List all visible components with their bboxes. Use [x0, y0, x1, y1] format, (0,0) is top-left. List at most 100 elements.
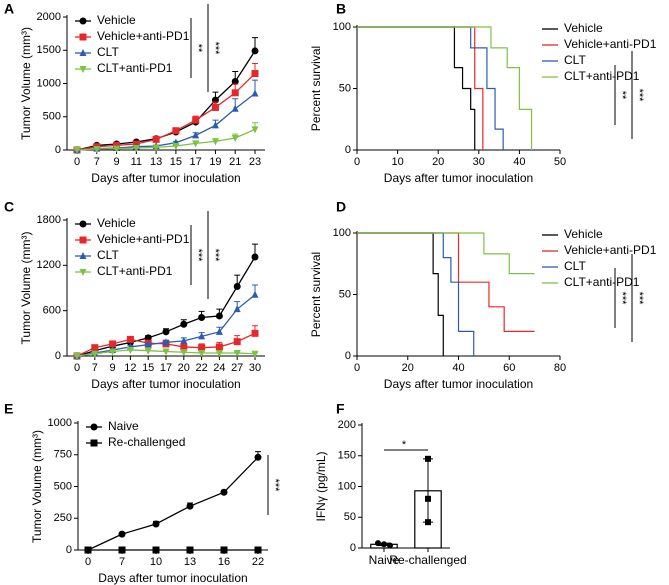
marker: [126, 346, 134, 354]
marker: [79, 252, 87, 259]
marker: [251, 70, 259, 78]
marker: [79, 17, 87, 25]
marker: [109, 340, 117, 348]
x-tick-label: 16: [218, 556, 230, 568]
marker: [126, 335, 134, 343]
y-tick-label: 1800: [37, 214, 61, 226]
x-tick-label: 22: [252, 556, 264, 568]
x-tick-label: 22: [195, 362, 207, 374]
marker: [93, 146, 101, 154]
marker: [152, 135, 160, 143]
legend-label: Vehicle: [97, 13, 136, 27]
x-tick-label: Naive: [369, 553, 400, 567]
marker: [152, 144, 160, 152]
x-tick-label: 10: [391, 156, 403, 168]
marker: [180, 343, 188, 351]
x-tick-label: 30: [473, 156, 485, 168]
panel-label: D: [336, 199, 346, 215]
marker: [79, 33, 87, 41]
marker: [144, 340, 152, 348]
x-axis-title: Days after tumor inoculation: [98, 571, 247, 585]
marker: [118, 530, 126, 538]
marker: [425, 455, 431, 462]
y-axis-title: Tumor Volume (mm³): [19, 27, 33, 140]
marker: [152, 546, 160, 554]
x-tick-label: Re-challenged: [389, 553, 466, 567]
marker: [381, 541, 387, 548]
marker: [198, 313, 206, 321]
x-tick-label: 12: [124, 362, 136, 374]
x-tick-label: 20: [178, 362, 190, 374]
x-tick-label: 7: [119, 556, 125, 568]
significance: ***: [192, 249, 204, 263]
marker: [231, 135, 239, 143]
y-tick-label: 1000: [48, 417, 72, 429]
legend-label: Vehicle: [564, 227, 603, 241]
marker: [220, 546, 228, 554]
legend-label: Vehicle+anti-PD1: [564, 243, 657, 257]
y-tick-label: 0: [345, 144, 351, 156]
marker: [251, 47, 259, 55]
marker: [79, 236, 87, 244]
marker: [162, 328, 170, 336]
significance: **: [192, 44, 204, 53]
marker: [215, 327, 223, 335]
marker: [113, 145, 121, 153]
y-tick-label: 150: [338, 450, 356, 462]
y-tick-label: 50: [339, 82, 351, 94]
y-tick-label: 200: [338, 419, 356, 431]
y-tick-label: 600: [43, 305, 61, 317]
marker: [79, 66, 87, 73]
legend-label: CLT+anti-PD1: [564, 69, 640, 83]
significance: ***: [633, 89, 645, 103]
panel-label: A: [4, 1, 14, 17]
panel-label: E: [4, 401, 13, 417]
y-tick-label: 100: [333, 227, 351, 239]
x-tick-label: 15: [170, 156, 182, 168]
y-tick-label: 2000: [37, 11, 61, 23]
y-axis-title: Percent survival: [309, 252, 323, 337]
marker: [180, 349, 188, 357]
x-tick-label: 40: [452, 362, 464, 374]
legend-label: Naive: [108, 419, 139, 433]
series-line: [76, 73, 256, 151]
marker: [425, 495, 431, 502]
y-tick-label: 50: [344, 511, 356, 523]
x-tick-label: 10: [150, 556, 162, 568]
significance: ***: [209, 249, 221, 263]
marker: [118, 546, 126, 554]
survival-line: [357, 232, 444, 356]
x-tick-label: 0: [74, 362, 80, 374]
marker: [233, 349, 241, 357]
significance: ***: [633, 292, 645, 306]
marker: [215, 343, 223, 351]
legend-label: CLT+anti-PD1: [564, 275, 640, 289]
x-tick-label: 9: [113, 156, 119, 168]
y-axis-title: Tumor Volume (mm³): [19, 232, 33, 345]
marker: [198, 344, 206, 352]
survival-line: [357, 26, 504, 150]
y-tick-label: 750: [54, 449, 72, 461]
x-tick-label: 0: [74, 156, 80, 168]
x-tick-label: 23: [249, 156, 261, 168]
y-tick-label: 0: [66, 544, 72, 556]
x-tick-label: 21: [229, 156, 241, 168]
x-tick-label: 11: [131, 156, 142, 168]
marker: [180, 320, 188, 328]
panel-label: B: [336, 1, 346, 17]
x-tick-label: 7: [94, 156, 100, 168]
legend-label: CLT: [564, 53, 586, 67]
marker: [73, 147, 81, 154]
marker: [79, 49, 87, 56]
marker: [233, 338, 241, 346]
series-line: [87, 456, 259, 551]
marker: [162, 348, 170, 356]
y-tick-label: 0: [55, 350, 61, 362]
x-tick-label: 40: [513, 156, 525, 168]
x-axis-title: Days after tumor inoculation: [91, 377, 240, 391]
x-tick-label: 80: [554, 362, 566, 374]
marker: [186, 546, 194, 554]
x-tick-label: 30: [249, 362, 261, 374]
marker: [211, 121, 219, 129]
